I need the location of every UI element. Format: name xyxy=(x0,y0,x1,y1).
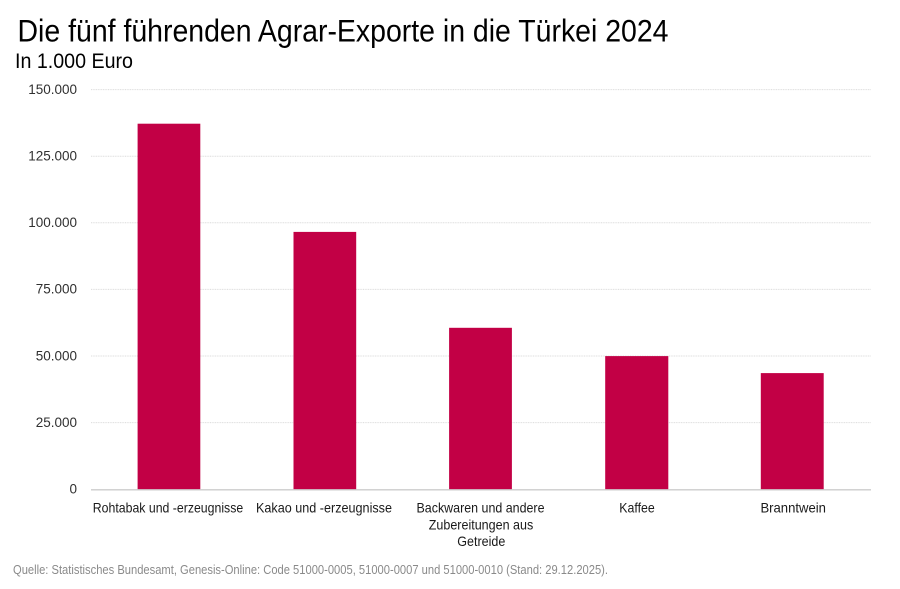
svg-text:50.000: 50.000 xyxy=(36,348,77,363)
svg-text:In 1.000 Euro: In 1.000 Euro xyxy=(15,49,133,73)
svg-text:100.000: 100.000 xyxy=(28,215,77,230)
svg-text:Kakao und -erzeugnisse: Kakao und -erzeugnisse xyxy=(256,499,392,515)
svg-text:75.000: 75.000 xyxy=(36,282,77,297)
svg-text:Branntwein: Branntwein xyxy=(760,499,826,515)
svg-text:Kaffee: Kaffee xyxy=(619,499,655,515)
svg-text:25.000: 25.000 xyxy=(36,415,77,430)
svg-text:Rohtabak und -erzeugnisse: Rohtabak und -erzeugnisse xyxy=(93,499,244,515)
svg-text:Backwaren und andere: Backwaren und andere xyxy=(417,499,545,515)
svg-text:Die fünf führenden Agrar-Expor: Die fünf führenden Agrar-Exporte in die … xyxy=(18,12,669,48)
svg-text:125.000: 125.000 xyxy=(28,149,77,164)
svg-text:Getreide: Getreide xyxy=(457,533,505,549)
svg-text:150.000: 150.000 xyxy=(28,82,77,97)
svg-text:Quelle: Statistisches Bundesam: Quelle: Statistisches Bundesamt, Genesis… xyxy=(13,562,608,577)
svg-text:Zubereitungen aus: Zubereitungen aus xyxy=(429,517,534,533)
svg-text:0: 0 xyxy=(69,482,77,497)
